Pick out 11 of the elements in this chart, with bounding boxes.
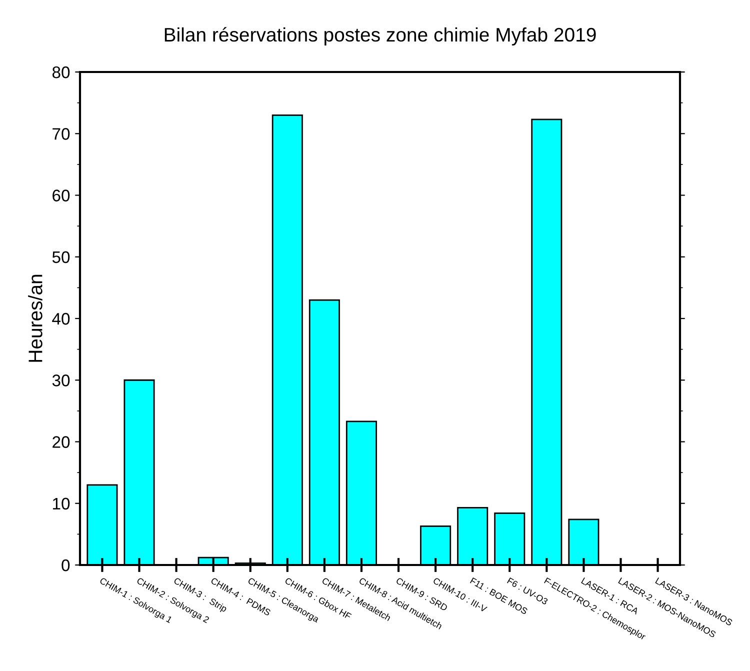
y-tick-label: 60 (52, 190, 70, 202)
y-tick-label: 30 (52, 374, 70, 386)
y-axis-title: Heures/an (28, 274, 42, 362)
y-tick-label: 10 (53, 498, 70, 510)
y-tick-label: 40 (52, 312, 70, 325)
y-tick-label: 80 (52, 66, 70, 78)
y-tick-label: 20 (52, 436, 70, 448)
y-tick-label: 0 (62, 559, 70, 572)
y-tick-label: 50 (52, 251, 70, 264)
y-tick-label: 70 (52, 128, 70, 140)
chart-title: Bilan réservations postes zone chimie Myfab 2019 (164, 27, 596, 46)
